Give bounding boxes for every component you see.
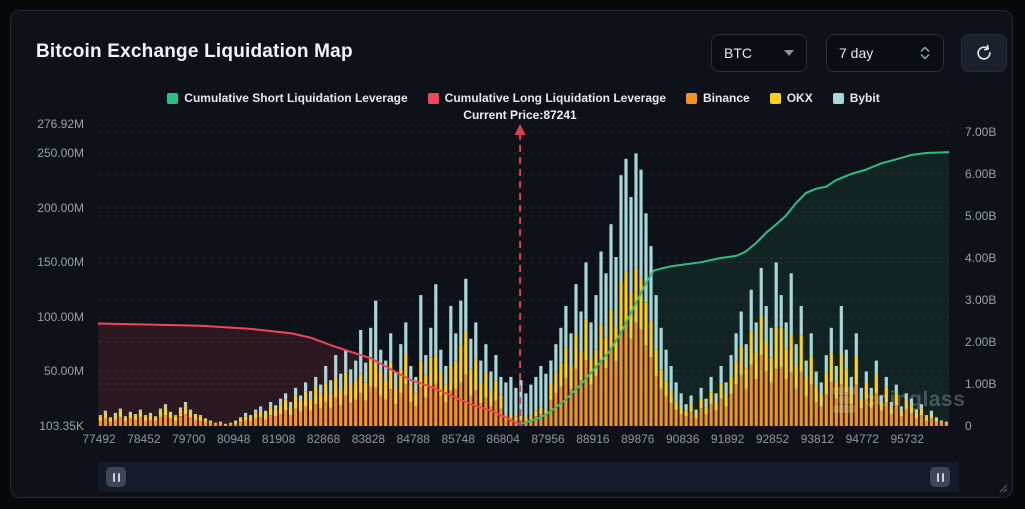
left-axis-tick: 276.92M	[37, 117, 84, 131]
x-axis-tick: 82868	[306, 432, 341, 446]
x-axis-tick: 90836	[666, 432, 700, 446]
period-select[interactable]: 7 day	[826, 34, 944, 72]
legend-swatch-icon	[769, 92, 781, 104]
current-price-label: Current Price:87241	[463, 108, 577, 122]
navigator-left-handle[interactable]	[106, 467, 126, 487]
legend-item-cumulative-short-liquidation-leverage[interactable]: Cumulative Short Liquidation Leverage	[167, 91, 408, 105]
x-axis-tick: 81908	[261, 432, 296, 446]
chevron-down-icon	[784, 50, 794, 56]
chart-plot-area[interactable]	[97, 123, 950, 426]
legend-item-label: Cumulative Long Liquidation Leverage	[444, 91, 667, 105]
x-axis: 77492 78452 79700 80948 81908 82868 83828 84788…	[82, 432, 949, 448]
left-y-axis: 276.92M 250.00M 200.00M 150.00M 100.00M 50.00…	[11, 117, 91, 433]
legend-swatch-icon	[427, 92, 439, 104]
legend-item-label: Cumulative Short Liquidation Leverage	[184, 91, 408, 105]
right-axis-tick: 3.00B	[965, 292, 997, 307]
legend-swatch-icon	[832, 92, 844, 104]
navigator-right-handle[interactable]	[930, 467, 950, 487]
left-axis-tick: 103.35K	[39, 418, 84, 433]
right-axis-tick: 2.00B	[965, 334, 997, 349]
right-axis-tick: 4.00B	[965, 250, 997, 265]
period-select-value: 7 day	[839, 45, 874, 61]
refresh-icon	[977, 44, 991, 60]
legend-item-label: Binance	[703, 91, 750, 105]
right-axis-tick: 0	[965, 419, 972, 433]
right-axis-tick: 1.00B	[965, 376, 997, 391]
legend-item-okx[interactable]: OKX	[769, 91, 813, 105]
x-axis-tick: 89876	[621, 432, 655, 446]
legend-item-label: Bybit	[849, 91, 880, 105]
right-axis-tick: 7.00B	[965, 124, 997, 139]
updown-stepper-icon	[920, 46, 930, 60]
left-axis-tick: 200.00M	[37, 200, 84, 215]
liquidation-chart	[97, 123, 950, 426]
page-title: Bitcoin Exchange Liquidation Map	[36, 41, 353, 62]
left-axis-tick: 50.00M	[43, 364, 84, 379]
symbol-select[interactable]: BTC	[711, 34, 807, 72]
x-axis-tick: 85748	[441, 432, 475, 446]
x-axis-tick: 91892	[710, 432, 745, 446]
range-navigator[interactable]	[98, 462, 959, 492]
x-axis-tick: 80948	[217, 432, 251, 446]
right-axis-tick: 6.00B	[965, 166, 997, 181]
right-axis-tick: 5.00B	[965, 208, 997, 223]
right-y-axis: 7.00B 6.00B 5.00B 4.00B 3.00B 2.00B 1.00B 0	[957, 124, 1013, 433]
x-axis-tick: 94772	[845, 432, 879, 446]
x-axis-tick: 95732	[890, 432, 924, 446]
x-axis-tick: 77492	[82, 432, 116, 446]
left-axis-tick: 250.00M	[37, 146, 84, 161]
left-axis-tick: 150.00M	[37, 255, 84, 270]
left-axis-tick: 100.00M	[37, 309, 84, 324]
legend-item-label: OKX	[786, 91, 813, 105]
x-axis-tick: 84788	[396, 432, 430, 446]
legend: Cumulative Short Liquidation Leverage Cum…	[98, 91, 949, 105]
x-axis-tick: 93812	[800, 432, 835, 446]
symbol-select-value: BTC	[724, 45, 752, 61]
legend-item-cumulative-long-liquidation-leverage[interactable]: Cumulative Long Liquidation Leverage	[427, 91, 667, 105]
resize-corner-icon[interactable]	[997, 482, 1008, 493]
legend-swatch-icon	[686, 92, 698, 104]
legend-item-binance[interactable]: Binance	[686, 91, 750, 105]
legend-item-bybit[interactable]: Bybit	[832, 91, 880, 105]
x-axis-tick: 83828	[351, 432, 386, 446]
x-axis-tick: 86804	[486, 432, 520, 446]
legend-swatch-icon	[167, 92, 179, 104]
refresh-button[interactable]	[961, 34, 1007, 72]
x-axis-tick: 92852	[755, 432, 790, 446]
x-axis-tick: 88916	[576, 432, 610, 446]
x-axis-tick: 87956	[531, 432, 565, 446]
x-axis-tick: 79700	[172, 432, 206, 446]
chart-card: Bitcoin Exchange Liquidation Map BTC 7 d…	[10, 10, 1013, 498]
x-axis-tick: 78452	[127, 432, 161, 446]
